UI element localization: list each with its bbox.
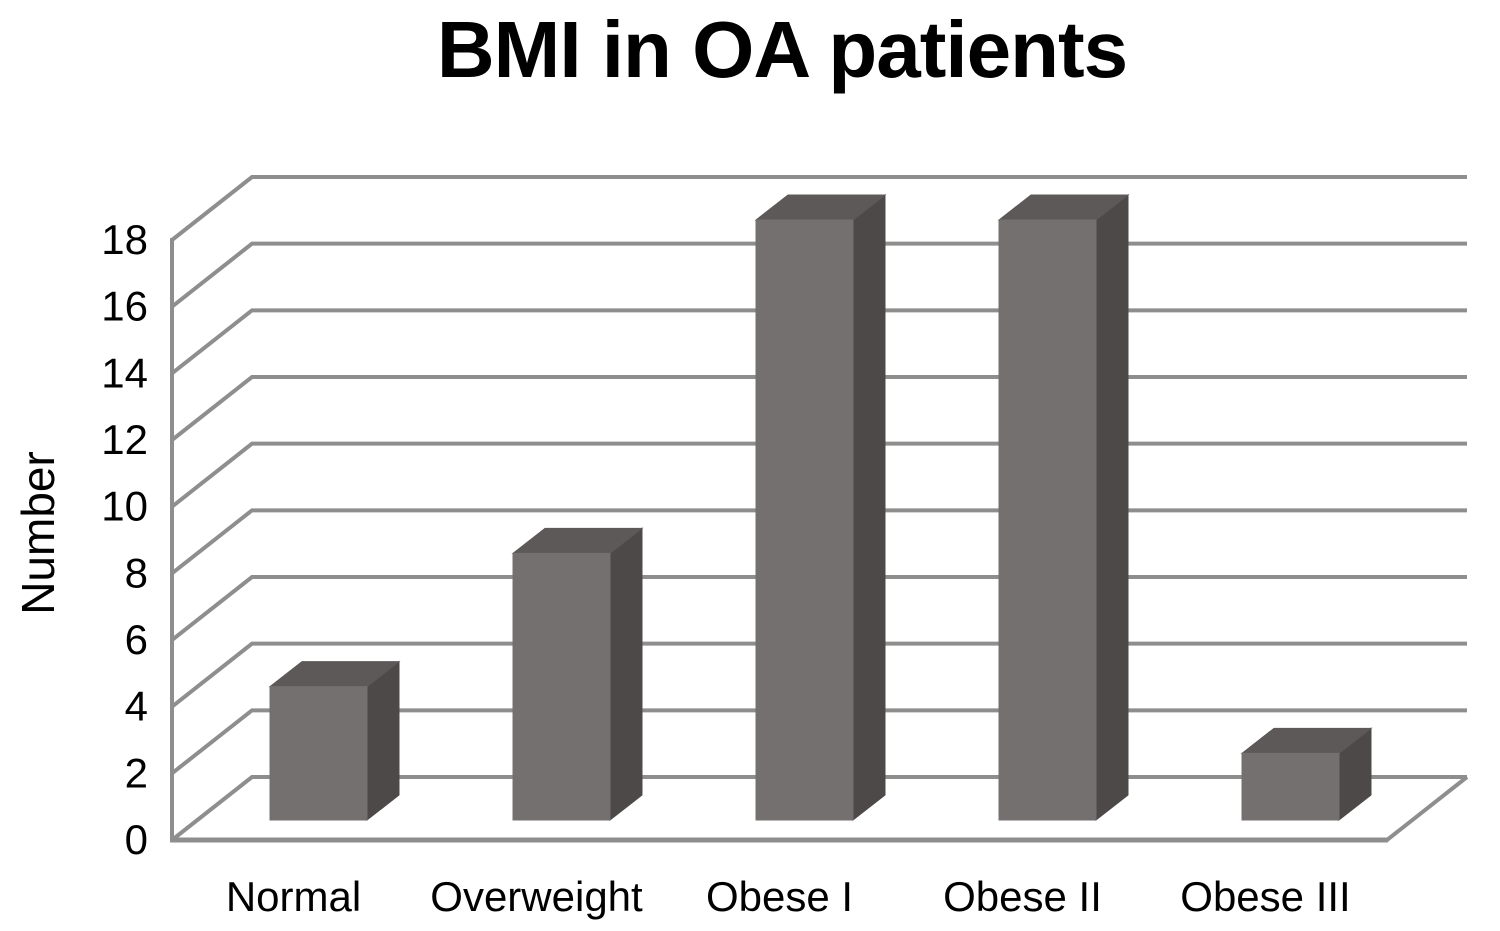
y-tick-label: 6 <box>125 616 148 663</box>
y-tick-label: 10 <box>101 483 148 530</box>
bar-obese-i-front-face <box>755 219 854 821</box>
bar-obese-iii-front-face <box>1241 752 1340 821</box>
x-category-label: Overweight <box>430 873 643 920</box>
x-category-label: Obese II <box>943 873 1102 920</box>
x-category-label: Obese III <box>1180 873 1350 920</box>
bar-overweight-front-face <box>512 552 611 821</box>
floor-right-edge <box>1385 775 1469 842</box>
bar-normal-front-face <box>269 686 368 821</box>
y-tick-label: 16 <box>101 283 148 330</box>
x-category-label: Normal <box>226 873 361 920</box>
bar-normal-side-face <box>366 660 400 822</box>
y-tick-label: 14 <box>101 349 148 396</box>
gridline <box>170 175 1467 242</box>
chart-title: BMI in OA patients <box>436 5 1128 94</box>
y-tick-label: 0 <box>125 816 148 863</box>
y-tick-label: 18 <box>101 216 148 263</box>
bar-overweight-side-face <box>609 527 643 822</box>
y-tick-label: 12 <box>101 416 148 463</box>
y-tick-label: 2 <box>125 749 148 796</box>
bar-obese-ii-front-face <box>998 219 1097 821</box>
x-category-label: Obese I <box>706 873 853 920</box>
y-tick-label: 8 <box>125 549 148 596</box>
bar-obese-ii-side-face <box>1095 193 1129 822</box>
y-tick-label: 4 <box>125 683 148 730</box>
bar-obese-i-side-face <box>852 193 886 822</box>
